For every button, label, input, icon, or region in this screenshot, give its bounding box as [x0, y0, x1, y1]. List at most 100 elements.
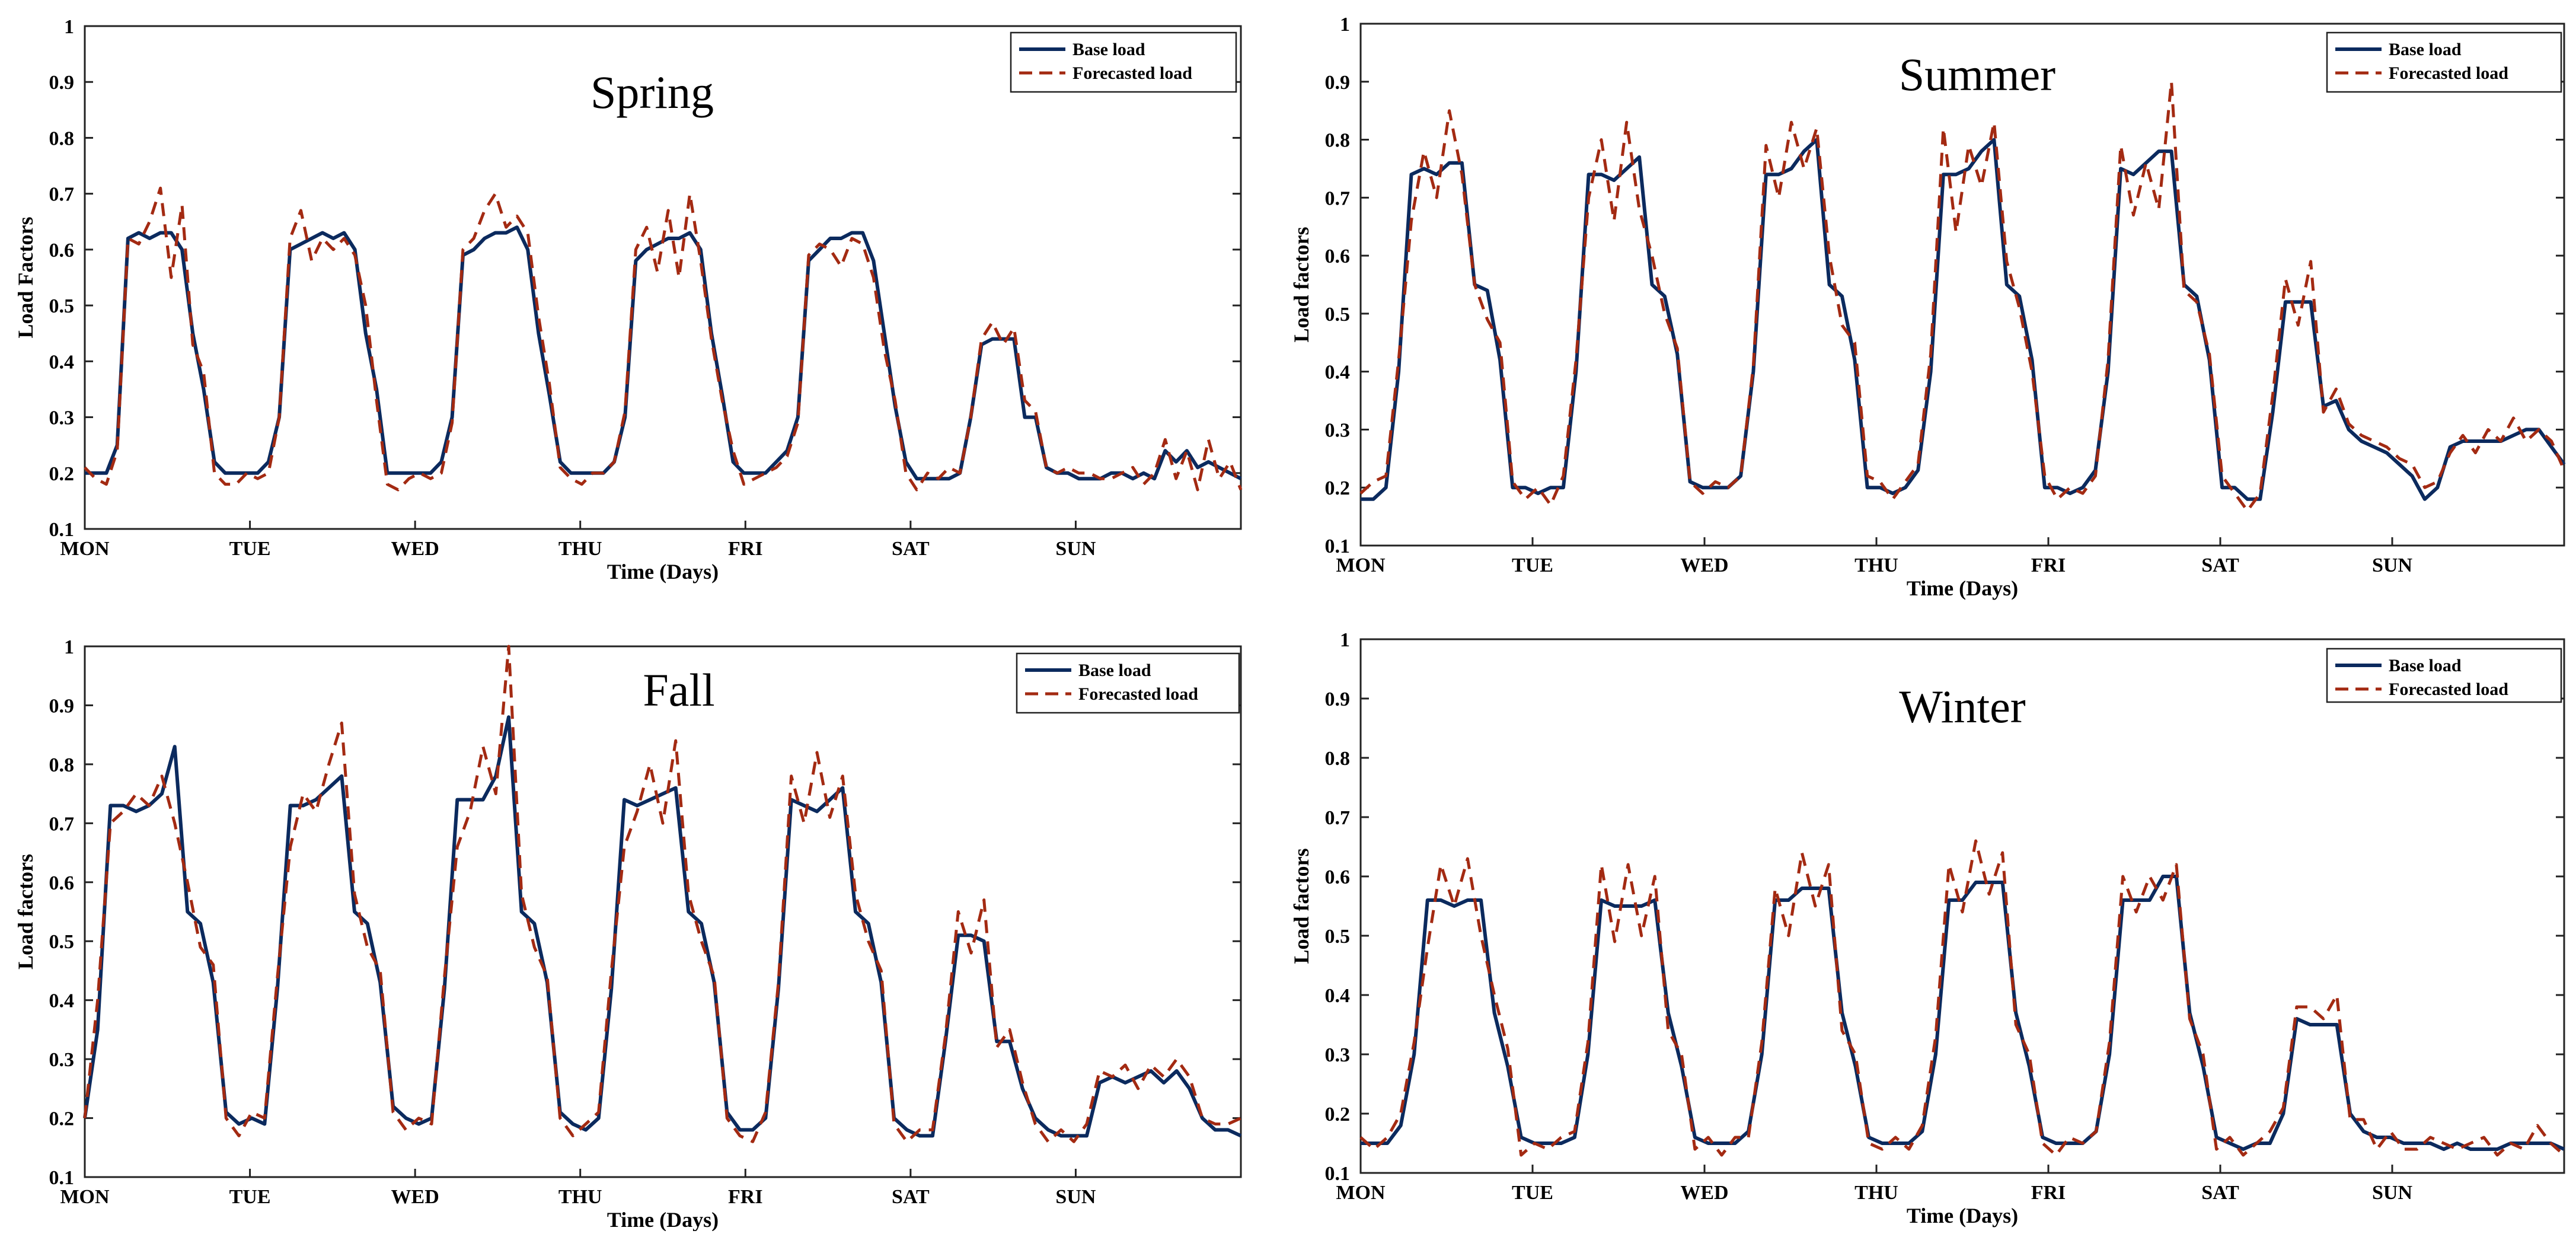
chart-svg: 0.1 0.2 0.3 0.4 0.5 0.6 0.7 0.8 0.9 1 MON TUE WED THU…: [14, 16, 1243, 583]
legend-label: Forecasted load: [2389, 63, 2508, 83]
x-axis-label: Time (Days): [607, 1208, 719, 1231]
y-axis-label: Load factors: [1289, 849, 1313, 964]
series-line-forecasted-load: [83, 645, 1242, 1143]
y-tick-label: 0.5: [1325, 304, 1351, 326]
x-tick-label: TUE: [1512, 554, 1553, 576]
y-tick-label: 0.4: [1325, 362, 1351, 384]
y-tick-label: 0.8: [1325, 130, 1351, 152]
legend: Base load Forecasted load: [2326, 648, 2562, 703]
x-tick-label: TUE: [229, 538, 271, 560]
y-tick-label: 0.7: [49, 813, 75, 835]
legend: Base load Forecasted load: [2326, 31, 2562, 93]
x-tick-label: WED: [391, 1186, 439, 1208]
legend-label: Forecasted load: [2389, 680, 2508, 699]
y-tick-label: 0.8: [1325, 748, 1351, 770]
legend-box: [1016, 652, 1240, 714]
x-axis-label: Time (Days): [607, 560, 719, 583]
legend-box: [2326, 648, 2562, 703]
chart-svg: 0.1 0.2 0.3 0.4 0.5 0.6 0.7 0.8 0.9 1 MON TUE WED THU…: [1289, 14, 2566, 600]
series-line-forecasted-load: [84, 186, 1243, 492]
plot-frame: [84, 645, 1242, 1178]
y-tick-label: 0.9: [49, 695, 75, 717]
y-axis-label: Load Factors: [14, 217, 37, 339]
legend-box: [1010, 31, 1237, 93]
y-tick-label: 0.9: [1325, 688, 1351, 710]
y-tick-label: 0.7: [49, 184, 75, 206]
x-tick-label: SAT: [892, 1186, 930, 1208]
y-tick-label: 0.1: [49, 519, 75, 541]
x-tick-label: WED: [1680, 1182, 1728, 1204]
y-tick-label: 0.5: [49, 931, 75, 953]
y-tick-label: 0.3: [1325, 419, 1351, 441]
chart-summer: 0.1 0.2 0.3 0.4 0.5 0.6 0.7 0.8 0.9 1 MON TUE WED THU…: [1287, 0, 2576, 611]
legend: Base load Forecasted load: [1016, 652, 1240, 714]
y-tick-label: 0.8: [49, 754, 75, 776]
x-tick-label: THU: [558, 538, 602, 560]
legend-label: Base load: [2389, 40, 2462, 59]
y-tick-label: 0.1: [1325, 535, 1351, 557]
y-tick-label: 0.6: [49, 240, 75, 262]
plot-frame: [1359, 23, 2565, 547]
x-axis-label: Time (Days): [1907, 576, 2018, 600]
y-tick-label: 0.3: [1325, 1044, 1351, 1066]
x-tick-label: FRI: [2031, 1182, 2066, 1204]
y-tick-label: 0.2: [1325, 1104, 1351, 1125]
y-tick-label: 0.9: [49, 72, 75, 94]
y-tick-label: 0.1: [1325, 1163, 1351, 1185]
x-tick-label: MON: [60, 538, 110, 560]
legend-label: Base load: [1078, 661, 1151, 680]
chart-title: Fall: [643, 664, 714, 716]
y-axis-label: Load factors: [14, 854, 37, 970]
legend-box: [2326, 31, 2562, 93]
y-tick-label: 0.6: [49, 872, 75, 894]
x-tick-label: SUN: [2372, 554, 2412, 576]
x-tick-label: THU: [1854, 1182, 1898, 1204]
x-tick-label: WED: [391, 538, 439, 560]
y-tick-label: 1: [64, 636, 74, 658]
y-axis-label: Load factors: [1289, 227, 1313, 343]
chart-fall: 0.1 0.2 0.3 0.4 0.5 0.6 0.7 0.8 0.9 1 MON TUE WED THU…: [0, 623, 1251, 1232]
chart-title: Summer: [1899, 49, 2055, 100]
x-tick-label: FRI: [728, 538, 763, 560]
x-tick-label: WED: [1680, 554, 1728, 576]
x-tick-label: TUE: [229, 1186, 271, 1208]
chart-svg: 0.1 0.2 0.3 0.4 0.5 0.6 0.7 0.8 0.9 1 MON TUE WED THU…: [1289, 629, 2565, 1227]
y-tick-label: 0.4: [49, 351, 75, 373]
x-tick-label: SAT: [2201, 554, 2239, 576]
y-tick-label: 0.4: [49, 990, 75, 1012]
y-tick-label: 0.8: [49, 127, 75, 149]
chart-svg: 0.1 0.2 0.3 0.4 0.5 0.6 0.7 0.8 0.9 1 MON TUE WED THU…: [14, 636, 1242, 1232]
y-tick-label: 0.6: [1325, 866, 1351, 888]
y-tick-label: 0.2: [1325, 477, 1351, 499]
legend-label: Base load: [1072, 40, 1145, 59]
x-tick-label: SUN: [1055, 538, 1096, 560]
y-tick-label: 1: [1340, 14, 1350, 36]
x-tick-label: THU: [1854, 554, 1898, 576]
chart-winter: 0.1 0.2 0.3 0.4 0.5 0.6 0.7 0.8 0.9 1 MON TUE WED THU…: [1287, 623, 2576, 1231]
x-tick-label: SAT: [892, 538, 930, 560]
legend-label: Forecasted load: [1078, 684, 1198, 704]
x-tick-label: THU: [558, 1186, 602, 1208]
legend: Base load Forecasted load: [1010, 31, 1237, 93]
series-line-base-load: [1361, 138, 2566, 501]
chart-title: Winter: [1899, 681, 2025, 732]
y-tick-label: 0.9: [1325, 72, 1351, 94]
y-tick-label: 0.5: [1325, 926, 1351, 948]
x-tick-label: SUN: [2372, 1182, 2412, 1204]
y-tick-label: 0.2: [49, 463, 75, 485]
y-tick-label: 1: [1340, 629, 1350, 651]
x-tick-label: MON: [1336, 554, 1386, 576]
y-tick-label: 0.6: [1325, 245, 1351, 267]
x-tick-label: MON: [60, 1186, 110, 1208]
x-axis-label: Time (Days): [1907, 1204, 2018, 1227]
y-tick-label: 0.3: [49, 1049, 75, 1071]
x-tick-label: MON: [1336, 1182, 1386, 1204]
y-tick-label: 1: [64, 16, 74, 38]
y-tick-label: 0.3: [49, 407, 75, 429]
x-tick-label: TUE: [1512, 1182, 1553, 1204]
y-tick-label: 0.7: [1325, 807, 1351, 829]
series-line-forecasted-load: [1359, 80, 2566, 512]
y-tick-label: 0.1: [49, 1167, 75, 1189]
series-line-base-load: [1361, 875, 2565, 1151]
y-tick-label: 0.2: [49, 1108, 75, 1130]
